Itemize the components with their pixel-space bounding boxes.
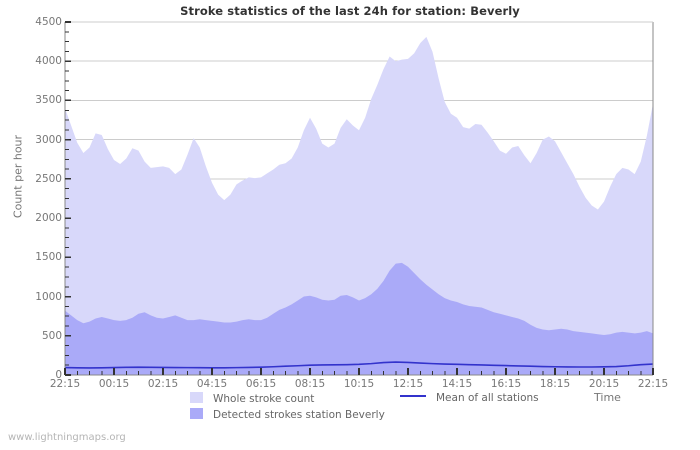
x-axis-tick-label: 16:15 — [490, 378, 522, 390]
y-axis-tick-label: 2500 — [35, 172, 62, 185]
legend-item[interactable]: Detected strokes station Beverly — [190, 408, 385, 423]
legend-item-label: Mean of all stations — [436, 392, 539, 404]
legend-item[interactable]: Mean of all stations — [400, 392, 539, 407]
y-axis-tick-label: 3500 — [35, 94, 62, 107]
x-axis-tick-label: 06:15 — [245, 378, 277, 390]
y-axis-tick-labels: 0 500 1000 1500 2000 2500 3000 3500 4000 4500 — [10, 0, 62, 400]
legend-item-label: Whole stroke count — [213, 393, 315, 405]
legend-item[interactable]: Whole stroke count — [190, 392, 314, 407]
y-axis-tick-label: 1000 — [35, 290, 62, 303]
y-axis-tick-label: 4000 — [35, 55, 62, 68]
x-axis-tick-label: 00:15 — [98, 378, 130, 390]
x-axis-tick-label: 14:15 — [441, 378, 473, 390]
legend-line-marker — [400, 395, 426, 397]
legend-color-swatch — [190, 392, 203, 403]
x-axis-tick-label: 04:15 — [196, 378, 228, 390]
y-axis-tick-label: 3000 — [35, 133, 62, 146]
y-axis-tick-label: 0 — [55, 369, 62, 381]
series-area-detected-strokes — [65, 262, 653, 375]
x-axis-tick-label: 08:15 — [294, 378, 326, 390]
y-axis-tick-label: 1500 — [35, 251, 62, 264]
series-line-mean-of-all-stations — [64, 361, 654, 369]
y-axis-tick-label: 4500 — [35, 16, 62, 28]
x-axis-tick-label: 18:15 — [539, 378, 571, 390]
y-axis-tick-label: 2000 — [35, 212, 62, 225]
x-axis-tick-label: 22:15 — [49, 378, 81, 390]
chart-legend: Whole stroke count Mean of all stations De… — [0, 392, 700, 424]
x-axis-tick-label: 20:15 — [588, 378, 620, 390]
x-axis-tick-label: 22:15 — [637, 378, 669, 390]
footer-watermark: www.lightningmaps.org — [8, 432, 126, 443]
x-axis-tick-label: 10:15 — [343, 378, 375, 390]
chart-title: Stroke statistics of the last 24h for st… — [180, 4, 520, 18]
x-axis-tick-label: 02:15 — [147, 378, 179, 390]
y-axis-tick-label: 500 — [41, 329, 62, 342]
legend-color-swatch — [190, 408, 203, 419]
x-axis-tick-label: 12:15 — [392, 378, 424, 390]
series-area-whole-stroke-count — [65, 36, 653, 376]
x-axis-title: Time — [594, 391, 621, 404]
legend-item-label: Detected strokes station Beverly — [213, 409, 385, 421]
